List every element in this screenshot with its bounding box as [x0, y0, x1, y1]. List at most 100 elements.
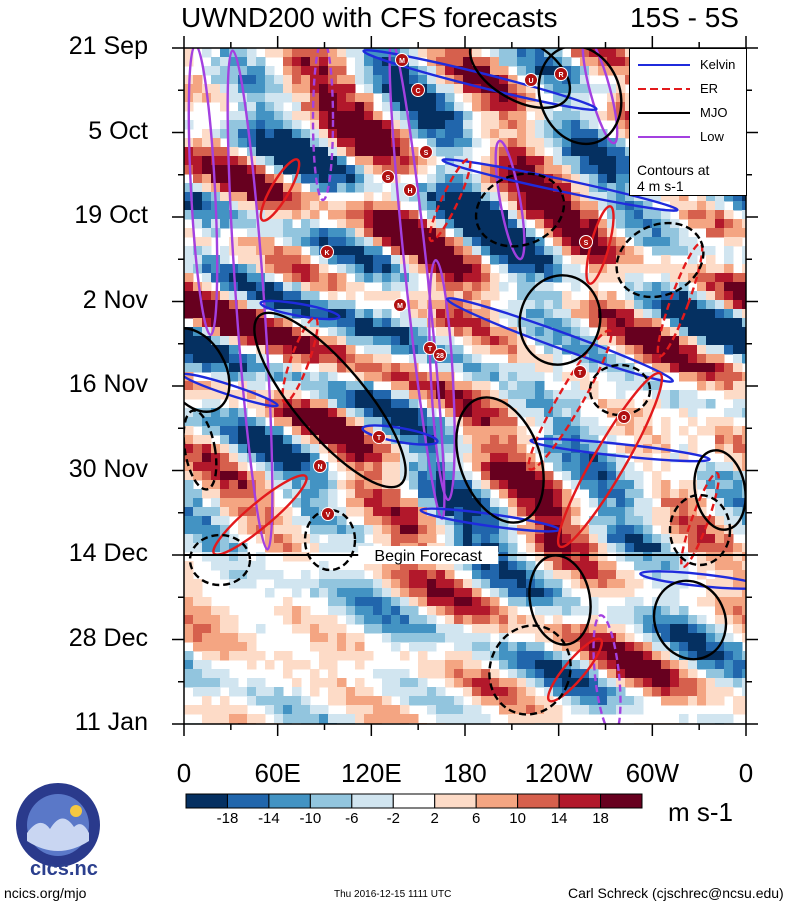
y-tick-label: 28 Dec — [68, 623, 148, 652]
contour-mjo-36 — [488, 624, 572, 716]
colorbar-swatch — [558, 793, 602, 809]
storm-marker: T — [372, 430, 386, 444]
storm-marker: H — [403, 183, 417, 197]
storm-marker-label: T — [578, 370, 583, 377]
legend-entry: MJO — [630, 103, 748, 123]
storm-marker: V — [321, 507, 335, 521]
legend-note: Contours at 4 m s-1 — [637, 162, 709, 194]
colorbar-swatch — [475, 793, 519, 809]
storm-marker: T — [573, 365, 587, 379]
legend: Kelvin ER MJO Low Contours at 4 m s-1 — [629, 48, 747, 196]
contour-kelvin-16 — [639, 570, 746, 590]
colorbar-swatch — [392, 793, 436, 809]
contour-er-19 — [212, 474, 308, 556]
storm-marker-label: M — [397, 303, 403, 310]
colorbar-units: m s-1 — [668, 797, 733, 827]
footer-author: Carl Schreck (cjschrec@ncsu.edu) — [568, 885, 784, 901]
legend-label: Low — [700, 129, 724, 144]
storm-marker: S — [419, 145, 433, 159]
y-tick-label: 14 Dec — [68, 539, 148, 567]
storm-marker-icon — [617, 410, 631, 424]
storm-marker: S — [381, 170, 395, 184]
contour-kelvin-10 — [362, 48, 598, 112]
storm-marker: M — [395, 53, 409, 67]
legend-swatch — [638, 88, 690, 90]
chart-title: UWND200 with CFS forecasts — [181, 2, 558, 33]
contour-mjo-38 — [474, 172, 566, 248]
legend-label: ER — [700, 81, 719, 96]
x-tick-label: 120E — [340, 758, 402, 788]
footer-website: ncics.org/mjo — [4, 885, 87, 901]
contour-er-26 — [680, 471, 720, 569]
cics-logo-icon — [16, 783, 100, 867]
colorbar-tick-label: 14 — [550, 810, 568, 827]
storm-marker-label: 28 — [436, 353, 444, 360]
forecast-label: Begin Forecast — [374, 548, 482, 565]
y-tick-label: 30 Nov — [68, 454, 148, 483]
colorbar-tick-label: -2 — [386, 810, 400, 827]
colorbar-tick-label: 2 — [430, 810, 439, 827]
storm-marker-label: N — [317, 464, 322, 471]
contour-er-18 — [281, 316, 319, 404]
colorbar-tick-label: -18 — [216, 810, 239, 827]
storm-marker-icon — [321, 507, 335, 521]
storm-marker-label: M — [399, 58, 405, 65]
contour-kelvin-12 — [446, 297, 674, 383]
x-tick-label: 60E — [254, 758, 301, 788]
colorbar-swatch — [600, 793, 643, 809]
y-tick-label: 16 Nov — [68, 370, 148, 398]
contour-mjo-43 — [184, 409, 218, 491]
legend-swatch — [638, 112, 690, 114]
storm-marker-label: O — [621, 415, 627, 422]
colorbar-swatch — [268, 793, 311, 809]
storm-marker-label: H — [407, 188, 412, 195]
contour-kelvin-11 — [441, 158, 679, 212]
contour-low-7 — [581, 48, 619, 145]
storm-marker: M — [393, 298, 407, 312]
storm-marker-label: T — [428, 346, 433, 353]
storm-marker-icon — [419, 145, 433, 159]
colorbar-tick-label: 10 — [509, 810, 526, 827]
storm-marker: S — [579, 235, 593, 249]
filter-contours — [184, 48, 746, 724]
storm-marker-label: K — [324, 250, 329, 257]
footer-timestamp: Thu 2016-12-15 1111 UTC — [334, 889, 452, 900]
colorbar-swatch — [309, 793, 353, 809]
storm-marker-icon — [433, 348, 447, 362]
contour-low-6 — [592, 614, 622, 724]
storm-marker-icon — [313, 459, 327, 473]
contour-mjo-37 — [188, 533, 252, 587]
storm-marker-label: R — [558, 72, 563, 79]
storm-marker: N — [313, 459, 327, 473]
forecast-label-bg — [358, 546, 499, 564]
x-tick-label: 0 — [176, 758, 192, 788]
storm-marker: C — [411, 83, 425, 97]
colorbar-tick-label: 6 — [472, 810, 481, 827]
storm-marker-icon — [372, 430, 386, 444]
colorbar-tick-label: -10 — [299, 810, 322, 827]
y-tick-label: 11 Jan — [74, 708, 148, 736]
storm-marker: 28 — [433, 348, 447, 362]
storm-marker: U — [524, 73, 538, 87]
contour-low-5 — [494, 139, 526, 261]
contour-mjo-41 — [668, 493, 732, 567]
storm-marker-label: S — [424, 150, 429, 157]
colorbar-tick-label: 18 — [592, 810, 609, 827]
contour-mjo-34 — [652, 579, 728, 661]
storm-marker: O — [617, 410, 631, 424]
region-label: 15S - 5S — [630, 2, 739, 33]
contour-mjo-32 — [455, 396, 545, 524]
storm-marker-icon — [423, 341, 437, 355]
storm-marker: R — [554, 67, 568, 81]
storm-marker: K — [320, 245, 334, 259]
contour-er-22 — [527, 329, 613, 471]
x-tick-label: 120W — [524, 758, 593, 788]
storm-marker-icon — [524, 73, 538, 87]
x-tick-label: 60W — [625, 758, 680, 788]
colorbar-swatch — [434, 793, 477, 809]
storm-marker: T — [423, 341, 437, 355]
legend-swatch — [638, 136, 690, 138]
colorbar-swatch — [517, 793, 560, 809]
legend-entry: Kelvin — [630, 55, 748, 75]
